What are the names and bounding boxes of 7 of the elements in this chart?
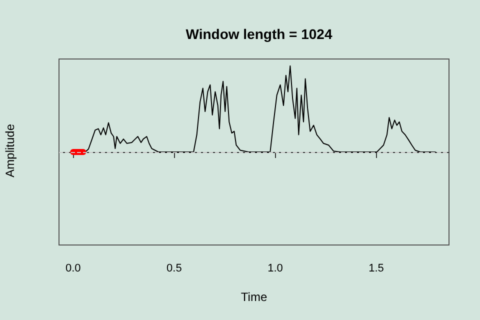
x-tick-label: 0.0 xyxy=(65,262,81,274)
x-tick-label: 1.5 xyxy=(368,262,384,274)
x-tick-label: 1.0 xyxy=(268,262,283,274)
x-axis-title: Time xyxy=(240,290,268,304)
chart-title: Window length = 1024 xyxy=(186,26,332,42)
y-axis-title: Amplitude xyxy=(3,124,17,178)
x-tick-label: 0.5 xyxy=(166,262,182,274)
